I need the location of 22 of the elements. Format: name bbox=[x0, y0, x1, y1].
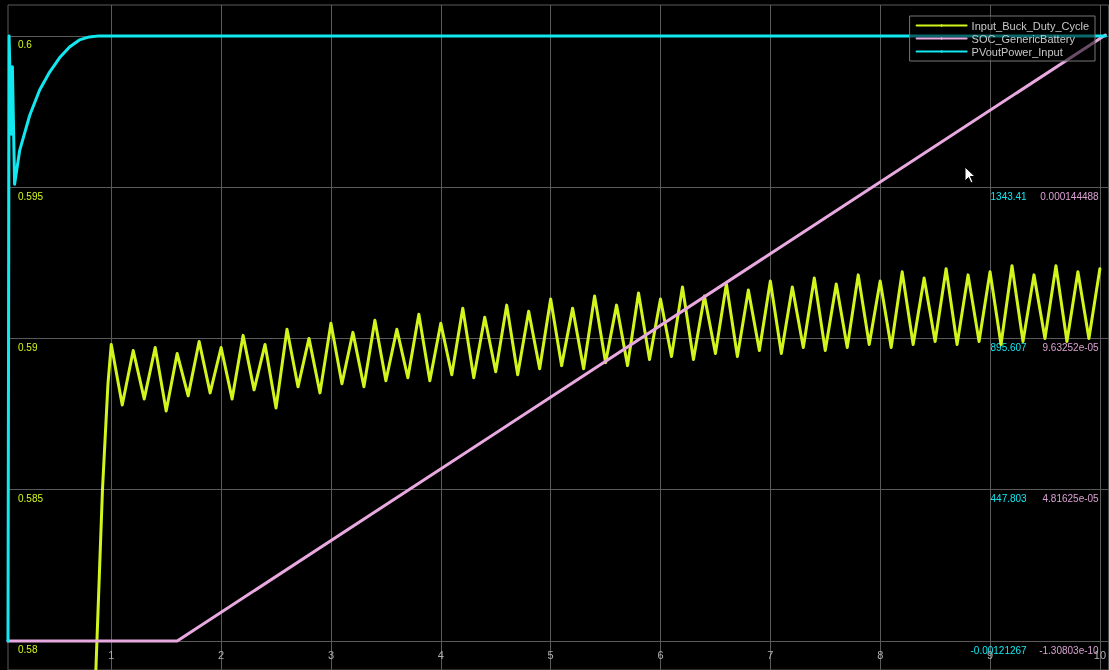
legend-label: Input_Buck_Duty_Cycle bbox=[971, 19, 1090, 32]
legend-label: SOC_GenericBattery bbox=[971, 32, 1076, 45]
x-tick-label: 2 bbox=[218, 648, 225, 661]
y-tick-label: 0.6 bbox=[18, 39, 33, 51]
y-tick-label: 0.585 bbox=[18, 493, 44, 505]
y-tick-label: 0.58 bbox=[18, 644, 38, 656]
x-tick-label: 4 bbox=[437, 648, 444, 661]
x-tick-label: 6 bbox=[657, 648, 664, 661]
x-tick-label: 8 bbox=[877, 648, 884, 661]
y3-tick-label: 4.81625e-05 bbox=[1042, 493, 1100, 505]
legend-label: PVoutPower_Input bbox=[971, 45, 1063, 58]
y3-tick-label: 0.000144488 bbox=[1040, 190, 1100, 202]
y2-tick-label: 1343.41 bbox=[990, 190, 1028, 202]
x-tick-label: 7 bbox=[767, 648, 774, 661]
x-tick-label: 3 bbox=[327, 648, 335, 661]
y3-tick-label: 9.63252e-05 bbox=[1042, 341, 1100, 353]
x-tick-label: 5 bbox=[547, 648, 554, 661]
y-tick-label: 0.595 bbox=[18, 190, 44, 202]
y-tick-label: 0.59 bbox=[18, 341, 38, 353]
y2-tick-label: 447.803 bbox=[990, 493, 1028, 505]
y2-tick-label: 895.607 bbox=[990, 341, 1028, 353]
x-tick-label: 1 bbox=[108, 648, 115, 661]
